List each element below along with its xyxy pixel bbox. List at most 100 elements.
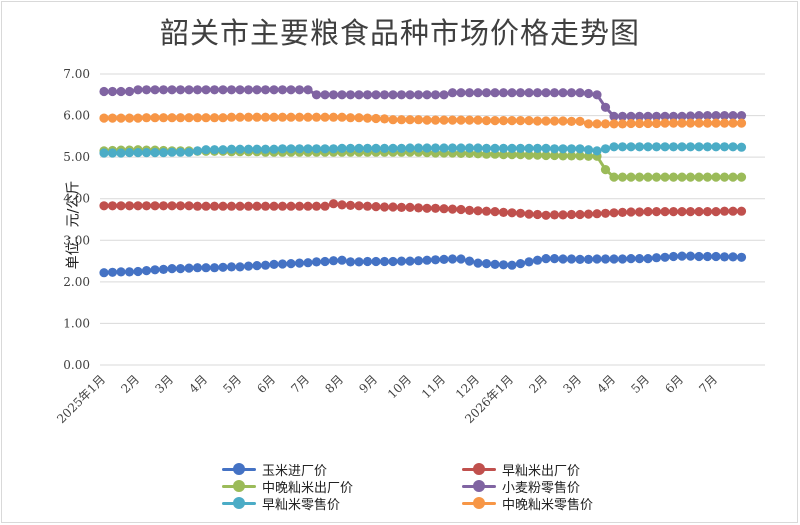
data-point <box>124 148 135 158</box>
data-point <box>456 143 466 153</box>
data-point <box>728 252 738 262</box>
data-point <box>498 116 509 126</box>
data-point <box>507 208 517 218</box>
data-point <box>413 203 424 213</box>
legend-label: 中晚籼米出厂价 <box>262 480 354 496</box>
data-point <box>422 90 432 100</box>
data-point <box>277 85 288 95</box>
data-point <box>209 85 220 95</box>
data-point <box>660 252 670 262</box>
data-point <box>660 111 670 121</box>
data-point <box>447 143 458 153</box>
data-point <box>473 115 483 125</box>
data-point <box>719 252 730 262</box>
data-point <box>668 142 679 152</box>
data-point <box>575 116 585 126</box>
data-point <box>413 90 424 100</box>
data-point <box>192 146 203 156</box>
data-point <box>532 209 543 220</box>
data-point <box>558 254 568 264</box>
data-point <box>303 144 313 154</box>
data-point <box>354 113 364 123</box>
data-point <box>345 257 356 267</box>
data-point <box>541 254 551 264</box>
data-point <box>371 143 381 153</box>
data-point <box>600 144 611 154</box>
legend-label: 早籼米出厂价 <box>502 463 581 479</box>
data-point <box>235 262 245 272</box>
data-point <box>566 144 577 154</box>
x-tick-label: 10月 <box>385 372 414 401</box>
data-point <box>643 207 653 217</box>
data-point <box>379 143 390 153</box>
data-point <box>422 203 432 213</box>
data-point <box>243 201 254 211</box>
data-point <box>634 207 645 217</box>
data-point <box>362 113 373 123</box>
data-point <box>507 143 517 153</box>
legend-item: 早籼米零售价 <box>222 495 462 513</box>
data-point <box>362 143 373 153</box>
data-point <box>379 114 390 124</box>
data-point <box>532 255 543 265</box>
data-point <box>490 143 500 153</box>
data-point <box>133 266 143 277</box>
data-point <box>524 209 534 219</box>
data-point <box>184 201 194 211</box>
data-point <box>481 143 492 153</box>
data-point <box>201 263 211 273</box>
data-point <box>209 201 220 211</box>
data-point <box>736 111 747 121</box>
data-point <box>702 172 713 182</box>
data-point <box>490 259 500 269</box>
data-point <box>269 85 279 95</box>
data-point <box>541 210 551 220</box>
data-point <box>702 118 713 128</box>
data-point <box>651 118 662 129</box>
data-point <box>558 144 568 154</box>
x-tick-label: 3月 <box>152 372 176 396</box>
data-point <box>124 86 135 97</box>
data-point <box>592 146 602 156</box>
x-tick-label: 2025年1月 <box>54 372 108 426</box>
data-point <box>328 90 339 100</box>
legend-swatch <box>222 497 256 509</box>
data-point <box>617 172 628 182</box>
data-point <box>524 257 534 267</box>
data-point <box>473 206 483 216</box>
data-point <box>175 147 186 157</box>
data-point <box>371 202 381 212</box>
data-point <box>294 144 305 154</box>
data-point <box>396 202 407 212</box>
x-tick-label: 6月 <box>254 372 278 396</box>
x-tick-label: 9月 <box>356 372 380 396</box>
data-point <box>541 150 551 161</box>
data-point <box>549 150 560 161</box>
data-point <box>600 102 611 112</box>
x-tick-label: 4月 <box>594 372 618 396</box>
data-point <box>260 201 271 211</box>
data-point <box>634 254 645 264</box>
data-point <box>456 88 466 98</box>
data-point <box>141 85 152 95</box>
data-point <box>524 143 534 153</box>
data-point <box>260 260 271 270</box>
data-point <box>600 119 611 129</box>
data-point <box>396 256 407 266</box>
data-point <box>107 201 118 211</box>
data-point <box>388 256 398 267</box>
data-point <box>371 90 381 100</box>
y-tick-label: 1.00 <box>63 316 90 330</box>
data-point <box>379 202 390 212</box>
data-point <box>711 142 721 152</box>
data-point <box>286 259 296 269</box>
data-point <box>277 201 288 211</box>
data-point <box>524 116 534 126</box>
legend-swatch <box>462 480 496 492</box>
data-point <box>643 118 653 129</box>
x-tick-label: 6月 <box>662 372 686 396</box>
data-point <box>651 253 662 263</box>
data-point <box>430 115 441 125</box>
data-point <box>643 254 653 264</box>
data-point <box>260 112 271 122</box>
